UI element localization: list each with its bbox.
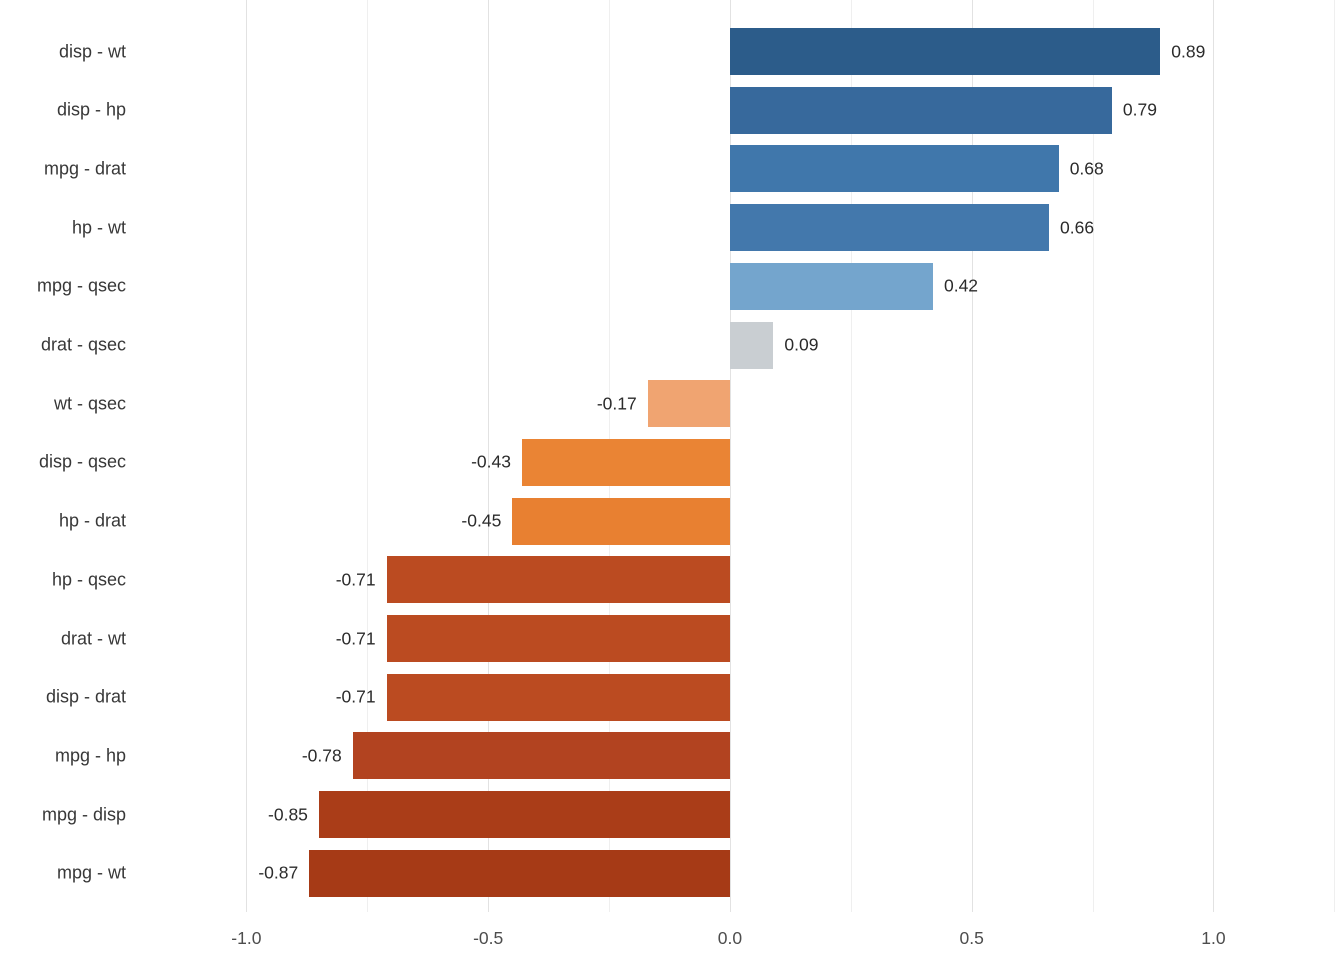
- bar-value-label: -0.71: [335, 628, 376, 648]
- bar-value-label: 0.42: [943, 275, 979, 296]
- gridline-major: [1213, 0, 1215, 912]
- bar-value-label: -0.78: [301, 745, 342, 766]
- bar-value-label: 0.79: [1122, 99, 1157, 120]
- x-tick-label: 1.0: [1201, 928, 1226, 948]
- category-label: mpg - qsec: [36, 275, 126, 296]
- bar: [352, 732, 730, 780]
- category-label: hp - wt: [71, 217, 126, 238]
- category-label: drat - wt: [60, 628, 126, 648]
- gridline-major: [488, 0, 490, 912]
- category-label: disp - qsec: [38, 451, 126, 472]
- bar-value-label: 0.89: [1171, 41, 1206, 61]
- bar-value-label: -0.43: [471, 451, 511, 472]
- bar-value-label: -0.87: [258, 862, 299, 883]
- gridline-minor: [367, 0, 369, 912]
- bar: [647, 380, 730, 428]
- bar-value-label: -0.45: [461, 510, 502, 531]
- gridline-minor: [1092, 0, 1094, 912]
- bar: [318, 791, 730, 839]
- bar: [729, 204, 1050, 252]
- bar: [729, 28, 1161, 75]
- category-label: disp - hp: [56, 99, 126, 120]
- gridline-major: [971, 0, 973, 912]
- category-label: mpg - wt: [56, 862, 126, 883]
- bar: [729, 86, 1112, 134]
- category-label: drat - qsec: [40, 334, 126, 355]
- bar-value-label: 0.66: [1060, 217, 1095, 238]
- bar: [512, 497, 730, 545]
- bar: [729, 321, 774, 369]
- gridline-minor: [1334, 0, 1336, 912]
- x-tick-label: -0.5: [473, 928, 504, 948]
- bar: [521, 438, 730, 486]
- bar: [386, 615, 730, 662]
- bar-value-label: -0.17: [596, 393, 637, 414]
- bar: [729, 262, 933, 310]
- bar-value-label: -0.85: [268, 804, 308, 825]
- category-label: mpg - drat: [43, 158, 126, 179]
- category-label: mpg - disp: [41, 804, 126, 825]
- category-label: disp - wt: [58, 41, 126, 61]
- bar: [386, 673, 730, 721]
- bar-value-label: 0.09: [784, 334, 819, 355]
- bar: [309, 849, 730, 897]
- gridline-major: [246, 0, 248, 912]
- bar: [729, 145, 1059, 193]
- x-tick-label: 0.0: [717, 928, 743, 948]
- bar-value-label: -0.71: [335, 686, 376, 707]
- x-tick-label: -1.0: [231, 928, 262, 948]
- bar-value-label: 0.68: [1069, 158, 1104, 179]
- category-label: disp - drat: [45, 686, 126, 707]
- gridline-minor: [850, 0, 852, 912]
- x-tick-label: 0.5: [959, 928, 984, 948]
- bar: [386, 556, 730, 604]
- category-label: wt - qsec: [53, 393, 126, 414]
- category-label: mpg - hp: [54, 745, 126, 766]
- category-label: hp - drat: [58, 510, 126, 531]
- plot-panel: [140, 0, 1344, 912]
- bar-value-label: -0.71: [335, 569, 376, 590]
- category-label: hp - qsec: [51, 569, 126, 590]
- gridline-major: [729, 0, 731, 912]
